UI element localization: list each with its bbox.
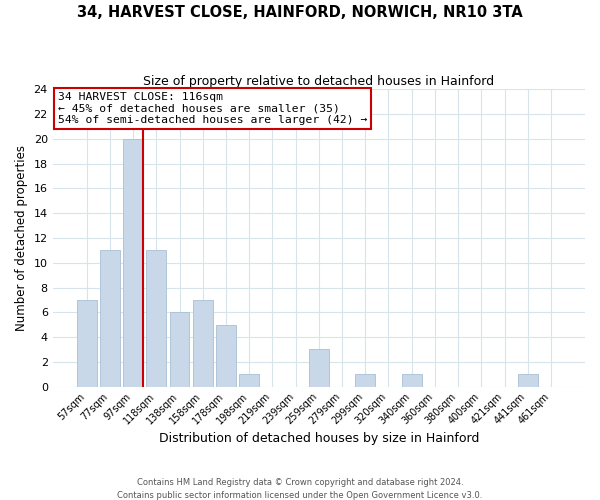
- Bar: [77, 300, 97, 386]
- Bar: [123, 139, 143, 386]
- Bar: [402, 374, 422, 386]
- Bar: [146, 250, 166, 386]
- Text: 34, HARVEST CLOSE, HAINFORD, NORWICH, NR10 3TA: 34, HARVEST CLOSE, HAINFORD, NORWICH, NR…: [77, 5, 523, 20]
- Bar: [193, 300, 212, 386]
- Bar: [355, 374, 375, 386]
- Bar: [518, 374, 538, 386]
- Y-axis label: Number of detached properties: Number of detached properties: [15, 145, 28, 331]
- Bar: [100, 250, 120, 386]
- Title: Size of property relative to detached houses in Hainford: Size of property relative to detached ho…: [143, 75, 494, 88]
- Bar: [216, 324, 236, 386]
- Text: Contains HM Land Registry data © Crown copyright and database right 2024.
Contai: Contains HM Land Registry data © Crown c…: [118, 478, 482, 500]
- Bar: [170, 312, 190, 386]
- Text: 34 HARVEST CLOSE: 116sqm
← 45% of detached houses are smaller (35)
54% of semi-d: 34 HARVEST CLOSE: 116sqm ← 45% of detach…: [58, 92, 367, 126]
- Bar: [239, 374, 259, 386]
- Bar: [309, 350, 329, 387]
- X-axis label: Distribution of detached houses by size in Hainford: Distribution of detached houses by size …: [158, 432, 479, 445]
